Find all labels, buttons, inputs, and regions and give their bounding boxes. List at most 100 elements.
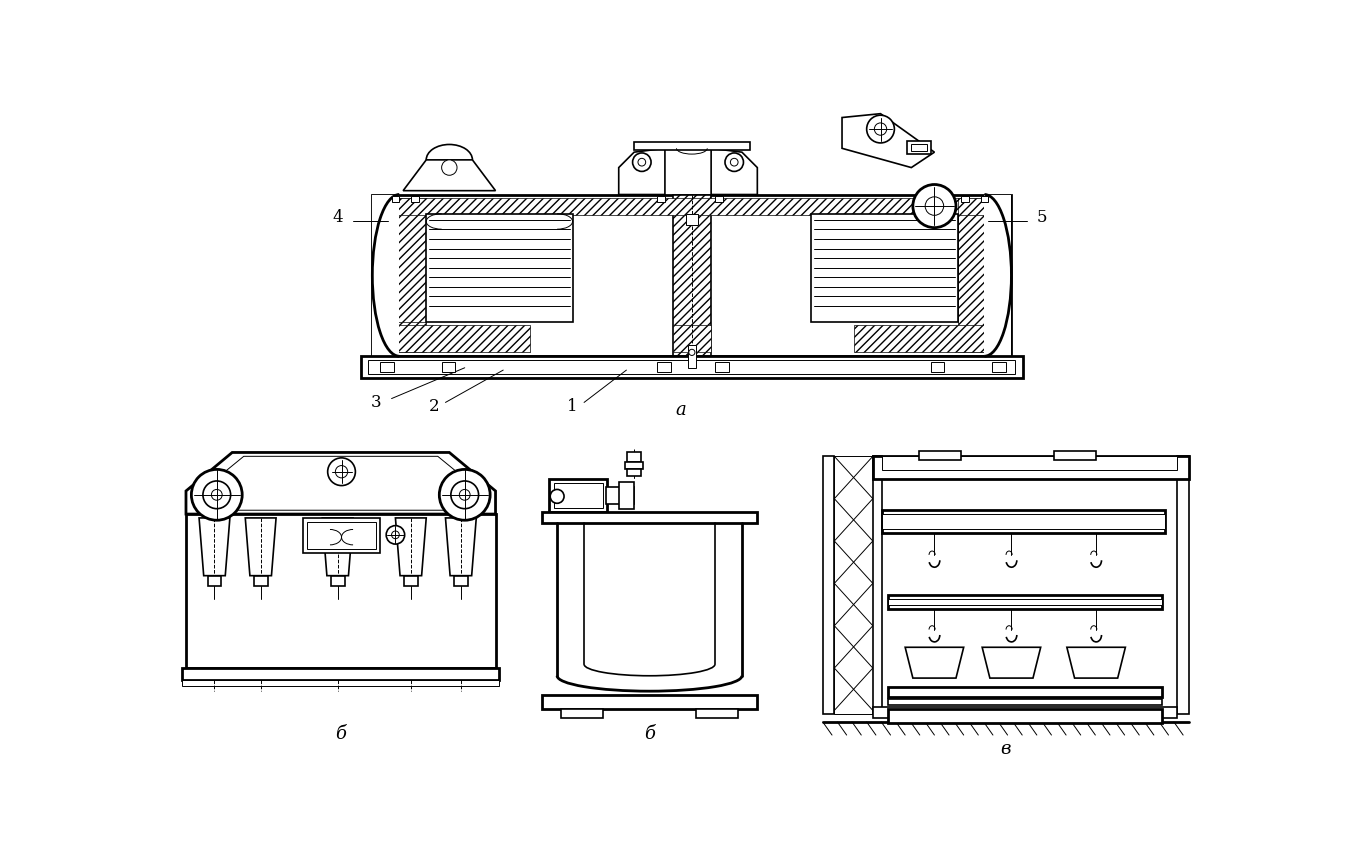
Bar [628, 470, 641, 476]
Text: б: б [335, 724, 346, 743]
Circle shape [639, 158, 645, 166]
Bar [888, 699, 1161, 705]
Bar [657, 363, 671, 373]
Text: 4: 4 [332, 209, 343, 226]
Bar [360, 357, 1023, 378]
Circle shape [725, 153, 744, 171]
Polygon shape [201, 456, 481, 511]
Circle shape [386, 526, 405, 544]
Polygon shape [404, 160, 495, 191]
Circle shape [459, 489, 470, 500]
Bar [888, 595, 1161, 608]
Circle shape [913, 185, 956, 227]
Text: 1: 1 [567, 397, 578, 414]
Bar [716, 196, 722, 203]
Bar [634, 142, 749, 150]
Circle shape [875, 123, 887, 135]
Bar [186, 514, 495, 668]
Text: 5: 5 [1037, 209, 1048, 226]
Bar [606, 487, 634, 504]
Bar [888, 599, 1161, 605]
Circle shape [439, 470, 490, 520]
Circle shape [392, 531, 400, 539]
Bar [381, 363, 394, 373]
Bar [882, 456, 1177, 471]
Bar [911, 145, 926, 151]
Bar [873, 706, 1177, 718]
Bar [716, 363, 729, 373]
Bar [454, 575, 468, 585]
Circle shape [867, 115, 895, 143]
Text: б: б [644, 724, 655, 743]
Bar [1054, 451, 1096, 460]
Bar [672, 195, 711, 357]
Bar [541, 695, 757, 709]
Bar [554, 483, 602, 508]
Bar [834, 456, 873, 714]
Bar [919, 451, 961, 460]
Circle shape [633, 153, 651, 171]
Bar [377, 198, 1007, 215]
Circle shape [451, 481, 479, 509]
Polygon shape [711, 148, 757, 195]
Circle shape [441, 160, 458, 175]
Circle shape [730, 158, 738, 166]
Bar [882, 511, 1165, 534]
Bar [688, 345, 695, 368]
Bar [369, 360, 1015, 374]
Bar [441, 363, 455, 373]
Bar [208, 575, 221, 585]
Bar [811, 214, 957, 322]
Polygon shape [186, 453, 495, 514]
Bar [873, 456, 1188, 479]
Polygon shape [198, 518, 230, 575]
Circle shape [192, 470, 242, 520]
Polygon shape [396, 518, 427, 575]
Bar [404, 575, 417, 585]
Circle shape [212, 489, 223, 500]
Bar [562, 709, 603, 718]
Bar [672, 325, 711, 352]
Polygon shape [983, 648, 1041, 678]
Text: а: а [675, 401, 686, 420]
Text: в: в [1000, 740, 1011, 758]
Bar [657, 196, 666, 203]
Polygon shape [1066, 648, 1126, 678]
Bar [888, 688, 1161, 697]
Polygon shape [446, 518, 477, 575]
Bar [392, 196, 400, 203]
Bar [628, 453, 641, 462]
Circle shape [328, 458, 355, 486]
Bar [373, 195, 400, 357]
Polygon shape [618, 148, 666, 195]
Bar [873, 456, 882, 714]
Bar [957, 198, 1007, 352]
Bar [618, 482, 634, 510]
Bar [695, 709, 738, 718]
Bar [625, 462, 644, 470]
Polygon shape [323, 518, 354, 575]
Bar [882, 514, 1165, 529]
Bar [254, 575, 267, 585]
Bar [410, 196, 418, 203]
Bar [984, 195, 1011, 357]
Circle shape [551, 489, 564, 503]
Bar [961, 196, 969, 203]
Bar [907, 140, 930, 155]
Bar [377, 198, 427, 322]
Bar [306, 522, 377, 549]
Polygon shape [842, 114, 934, 168]
Bar [549, 479, 608, 511]
Circle shape [925, 197, 944, 215]
Circle shape [688, 349, 695, 356]
Bar [1177, 456, 1188, 714]
Bar [541, 511, 757, 523]
Bar [686, 214, 698, 226]
Bar [377, 325, 531, 352]
Text: 2: 2 [428, 397, 439, 414]
Bar [427, 214, 572, 322]
Bar [853, 325, 1007, 352]
Circle shape [202, 481, 231, 509]
Bar [302, 518, 381, 552]
Bar [373, 195, 1011, 357]
